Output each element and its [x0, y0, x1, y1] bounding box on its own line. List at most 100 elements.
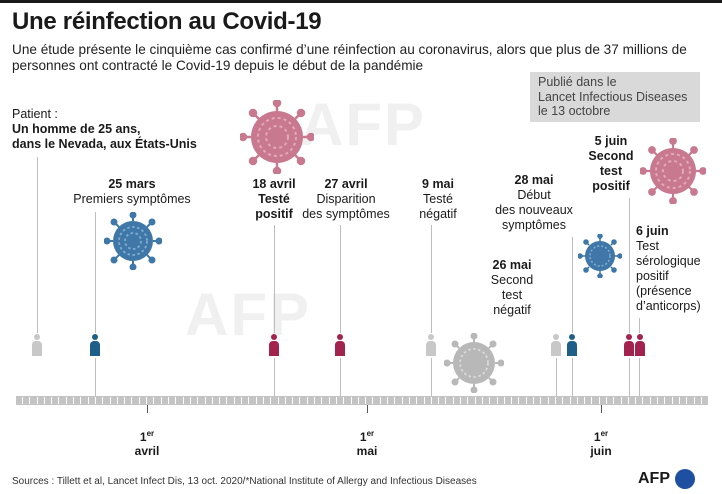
event-jun5-text-2: test — [599, 164, 623, 178]
event-apr18-date: 18 avril — [252, 177, 296, 191]
event-jun5-text-3: positif — [592, 179, 630, 193]
timeline-day-tick — [73, 397, 74, 404]
connector-apr18-axis — [274, 358, 275, 396]
timeline-day-tick — [460, 397, 461, 404]
month-may-sup: er — [366, 429, 375, 438]
top-rule — [0, 0, 722, 3]
connector-jun6 — [639, 318, 640, 333]
timeline-day-tick — [343, 397, 344, 404]
timeline-day-tick — [66, 397, 67, 404]
publication-line-2: Lancet Infectious Diseases — [538, 89, 688, 104]
connector-jun5 — [629, 198, 630, 333]
page-title: Une réinfection au Covid-19 — [12, 8, 322, 35]
event-jun5-text-1: Second — [588, 149, 634, 163]
month-june-sup: er — [600, 429, 609, 438]
afp-logo-text: AFP — [638, 470, 670, 487]
timeline-day-tick — [438, 397, 439, 404]
timeline-day-tick — [205, 397, 206, 404]
timeline-day-tick — [570, 397, 571, 404]
timeline-axis — [16, 396, 708, 405]
timeline-day-tick — [387, 397, 388, 404]
timeline-day-tick — [467, 397, 468, 404]
timeline-day-tick — [497, 397, 498, 404]
timeline-day-tick — [29, 397, 30, 404]
timeline-day-tick — [270, 397, 271, 404]
timeline-day-tick — [102, 397, 103, 404]
timeline-day-tick — [365, 397, 366, 404]
event-may26-text-1: Second — [490, 273, 534, 287]
connector-jun5-axis — [629, 358, 630, 396]
event-mar25-text: Premiers symptômes — [73, 192, 191, 206]
watermark-afp-top: AFP — [300, 91, 426, 158]
person-icon-may26 — [551, 334, 561, 356]
patient-line-1: Un homme de 25 ans, — [12, 122, 141, 136]
virus-blue-icon — [104, 212, 162, 270]
connector-may9-axis — [431, 358, 432, 396]
timeline-day-tick — [533, 397, 534, 404]
timeline-day-tick — [424, 397, 425, 404]
event-may28-text-3: symptômes — [502, 218, 566, 232]
timeline-day-tick — [504, 397, 505, 404]
timeline-day-tick — [650, 397, 651, 404]
timeline-day-tick — [44, 397, 45, 404]
publication-line-3: le 13 octobre — [538, 104, 611, 118]
connector-may28-axis — [572, 358, 573, 396]
timeline-day-tick — [445, 397, 446, 404]
event-jun6-text-5: d’anticorps) — [636, 299, 701, 313]
timeline-day-tick — [299, 397, 300, 404]
event-jun6-text-2: sérologique — [636, 254, 701, 268]
timeline-day-tick — [88, 397, 89, 404]
connector-may26-axis — [556, 358, 557, 396]
timeline-day-tick — [402, 397, 403, 404]
connector-mar25-axis — [95, 358, 96, 396]
event-apr27-date: 27 avril — [324, 177, 368, 191]
timeline-day-tick — [657, 397, 658, 404]
patient-info: Patient : Un homme de 25 ans, dans le Ne… — [12, 107, 197, 152]
event-apr18-text-1: Testé — [258, 192, 290, 206]
event-may9-label: 9 mai Testé négatif — [405, 177, 471, 222]
timeline-day-tick — [606, 397, 607, 404]
timeline-day-tick — [555, 397, 556, 404]
event-jun6-date: 6 juin — [636, 224, 669, 238]
virus-gray-icon — [444, 333, 504, 393]
timeline-day-tick — [307, 397, 308, 404]
virus-blue-icon-small — [578, 234, 622, 278]
event-jun5-label: 5 juin Second test positif — [580, 134, 642, 194]
timeline-day-tick — [321, 397, 322, 404]
publication-box: Publié dans le Lancet Infectious Disease… — [530, 72, 700, 122]
timeline-day-tick — [139, 397, 140, 404]
timeline-day-tick — [161, 397, 162, 404]
event-may9-text-2: négatif — [419, 207, 457, 221]
timeline-day-tick — [686, 397, 687, 404]
event-jun6-label: 6 juin Test sérologique positif (présenc… — [636, 224, 716, 314]
connector-apr27-axis — [340, 358, 341, 396]
timeline-day-tick — [642, 397, 643, 404]
source-note: Sources : Tillett et al, Lancet Infect D… — [12, 476, 477, 487]
timeline-day-tick — [219, 397, 220, 404]
event-mar25-label: 25 mars Premiers symptômes — [62, 177, 202, 207]
connector-patient — [37, 157, 38, 333]
event-apr27-label: 27 avril Disparition des symptômes — [298, 177, 394, 222]
timeline-day-tick — [351, 397, 352, 404]
timeline-day-tick — [256, 397, 257, 404]
timeline-day-tick — [197, 397, 198, 404]
event-jun6-text-3: positif — [636, 269, 669, 283]
event-may28-text-2: des nouveaux — [495, 203, 573, 217]
month-tick-june — [601, 405, 602, 413]
event-may26-text-2: test — [501, 288, 523, 302]
timeline-day-tick — [664, 397, 665, 404]
event-may9-text-1: Testé — [423, 192, 453, 206]
timeline-day-tick — [409, 397, 410, 404]
person-icon-apr18 — [269, 334, 279, 356]
person-icon-mar25 — [90, 334, 100, 356]
timeline-day-tick — [394, 397, 395, 404]
timeline-day-tick — [518, 397, 519, 404]
subtitle: Une étude présente le cinquième cas conf… — [12, 42, 687, 73]
event-apr27-text-2: des symptômes — [302, 207, 390, 221]
person-icon-apr27 — [335, 334, 345, 356]
person-icon-may9 — [426, 334, 436, 356]
event-apr18-label: 18 avril Testé positif — [234, 177, 314, 222]
timeline-day-tick — [621, 397, 622, 404]
publication-line-1: Publié dans le — [538, 75, 617, 89]
month-label-may: 1er mai — [342, 427, 392, 458]
